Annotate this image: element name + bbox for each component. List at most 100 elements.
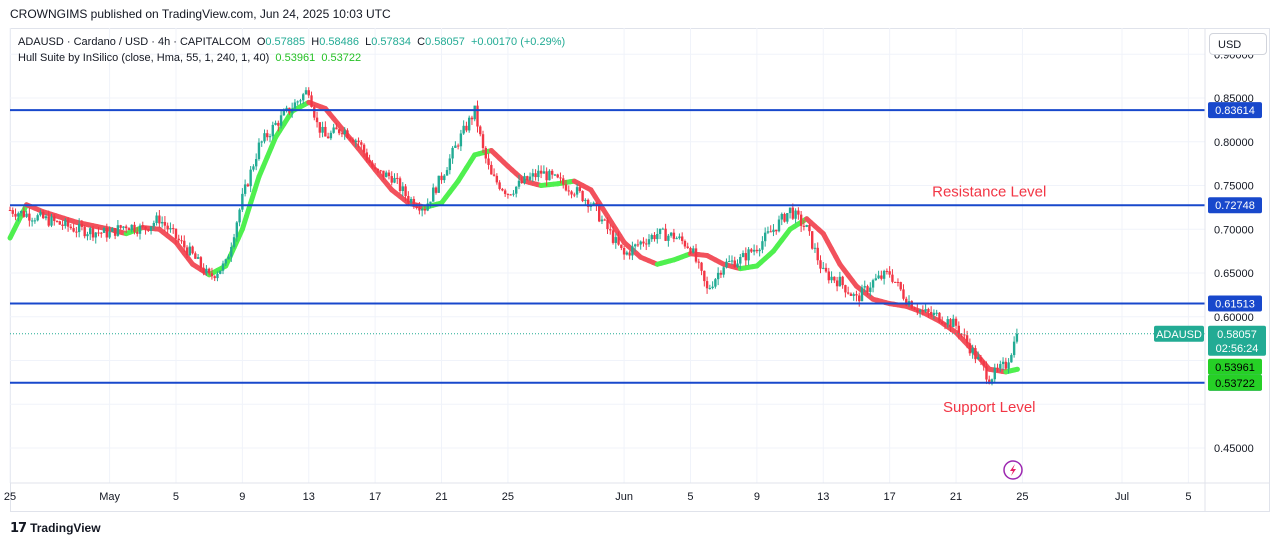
candle-body [816, 247, 819, 261]
candle-body [899, 282, 902, 290]
candle-body [254, 159, 258, 167]
candle-body [852, 294, 855, 296]
indicator-name[interactable]: Hull Suite by InSilico (close, Hma, 55, … [18, 52, 270, 64]
candle-body [810, 231, 814, 249]
candle-body [360, 142, 363, 145]
candle-body [719, 272, 723, 275]
candle-body [716, 272, 720, 280]
candle-body [592, 202, 595, 205]
candle-body [686, 246, 689, 248]
hull-badge [1208, 374, 1262, 391]
candle-body [750, 249, 753, 252]
candle-body [160, 221, 164, 224]
candle-body [974, 348, 977, 360]
candle-body [83, 226, 86, 237]
candle-body [443, 175, 446, 181]
candle-body [307, 90, 310, 96]
x-tick-label: 25 [502, 491, 514, 503]
open-label: O [256, 36, 266, 48]
candle-body [299, 100, 302, 102]
candle-body [642, 241, 645, 244]
candle-body [94, 232, 97, 238]
candle-body [611, 230, 615, 243]
candle-body [703, 270, 706, 282]
candle-body [393, 177, 396, 183]
level-badge-text: 0.72748 [1215, 200, 1255, 212]
candle-body [1001, 361, 1005, 365]
tradingview-logo[interactable]: 𝟭𝟳 TradingView [10, 520, 101, 536]
candle-body [429, 201, 432, 204]
candle-body [573, 194, 576, 196]
candle-body [661, 228, 665, 230]
candle-body [1010, 355, 1013, 363]
candle-body [97, 232, 100, 234]
candle-body [434, 187, 438, 193]
candle-body [548, 170, 551, 181]
candle-body [349, 138, 352, 140]
currency-button[interactable]: USD [1209, 33, 1267, 55]
candle-body [199, 257, 203, 268]
candle-body [846, 292, 850, 294]
candle-body [462, 125, 465, 134]
candle-body [531, 173, 535, 177]
hull-badge-text: 0.53961 [1215, 362, 1255, 374]
candle-body [396, 177, 399, 179]
candle-body [41, 212, 45, 219]
candle-body [55, 220, 59, 222]
candle-body [999, 364, 1002, 369]
candle-body [988, 379, 991, 384]
candle-body [113, 228, 117, 236]
candle-body [243, 184, 247, 194]
candle-body [321, 126, 324, 133]
candle-body [653, 235, 656, 240]
candle-body [271, 124, 274, 137]
candle-body [172, 228, 175, 230]
candle-body [603, 219, 606, 221]
candle-body [813, 247, 817, 249]
candle-body [420, 209, 424, 211]
candle-body [304, 90, 308, 95]
candle-body [479, 126, 482, 135]
annotation-layer: Resistance Level Support Level [932, 183, 1046, 480]
last-price-badge [1208, 325, 1266, 356]
candle-body [14, 213, 17, 217]
indicator-value-2: 0.53722 [321, 52, 362, 64]
candle-body [905, 298, 908, 306]
candle-body [124, 226, 128, 229]
candle-body [929, 311, 933, 315]
candle-body [252, 166, 255, 170]
candle-body [169, 228, 172, 230]
level-badge-text: 0.61513 [1215, 299, 1255, 311]
level-layer [10, 109, 1205, 384]
candle-body [586, 199, 590, 207]
candle-body [136, 231, 139, 234]
candle-body [896, 281, 900, 283]
x-tick-label: Jul [1115, 491, 1129, 503]
high-label: H [311, 36, 320, 48]
candle-body [77, 223, 81, 233]
candle-body [163, 221, 167, 226]
candle-body [562, 178, 565, 185]
candle-body [935, 312, 938, 314]
candle-body [324, 126, 327, 137]
x-tick-label: 17 [369, 491, 381, 503]
candle-body [714, 279, 717, 287]
candle-body [409, 198, 413, 203]
candle-body [849, 293, 853, 296]
x-tick-label: May [99, 491, 120, 503]
candle-body [537, 170, 540, 178]
candle-body [564, 184, 568, 191]
candle-body [75, 231, 78, 233]
candle-body [927, 309, 930, 312]
candle-body [238, 209, 241, 223]
candle-body [440, 175, 443, 181]
candle-body [495, 175, 499, 183]
candle-body [656, 233, 659, 240]
y-tick-label: 0.85000 [1214, 93, 1254, 105]
candle-body [523, 176, 526, 184]
candle-body [91, 228, 95, 238]
candle-body [346, 130, 349, 139]
candle-body [219, 270, 222, 274]
candle-body [122, 226, 125, 228]
